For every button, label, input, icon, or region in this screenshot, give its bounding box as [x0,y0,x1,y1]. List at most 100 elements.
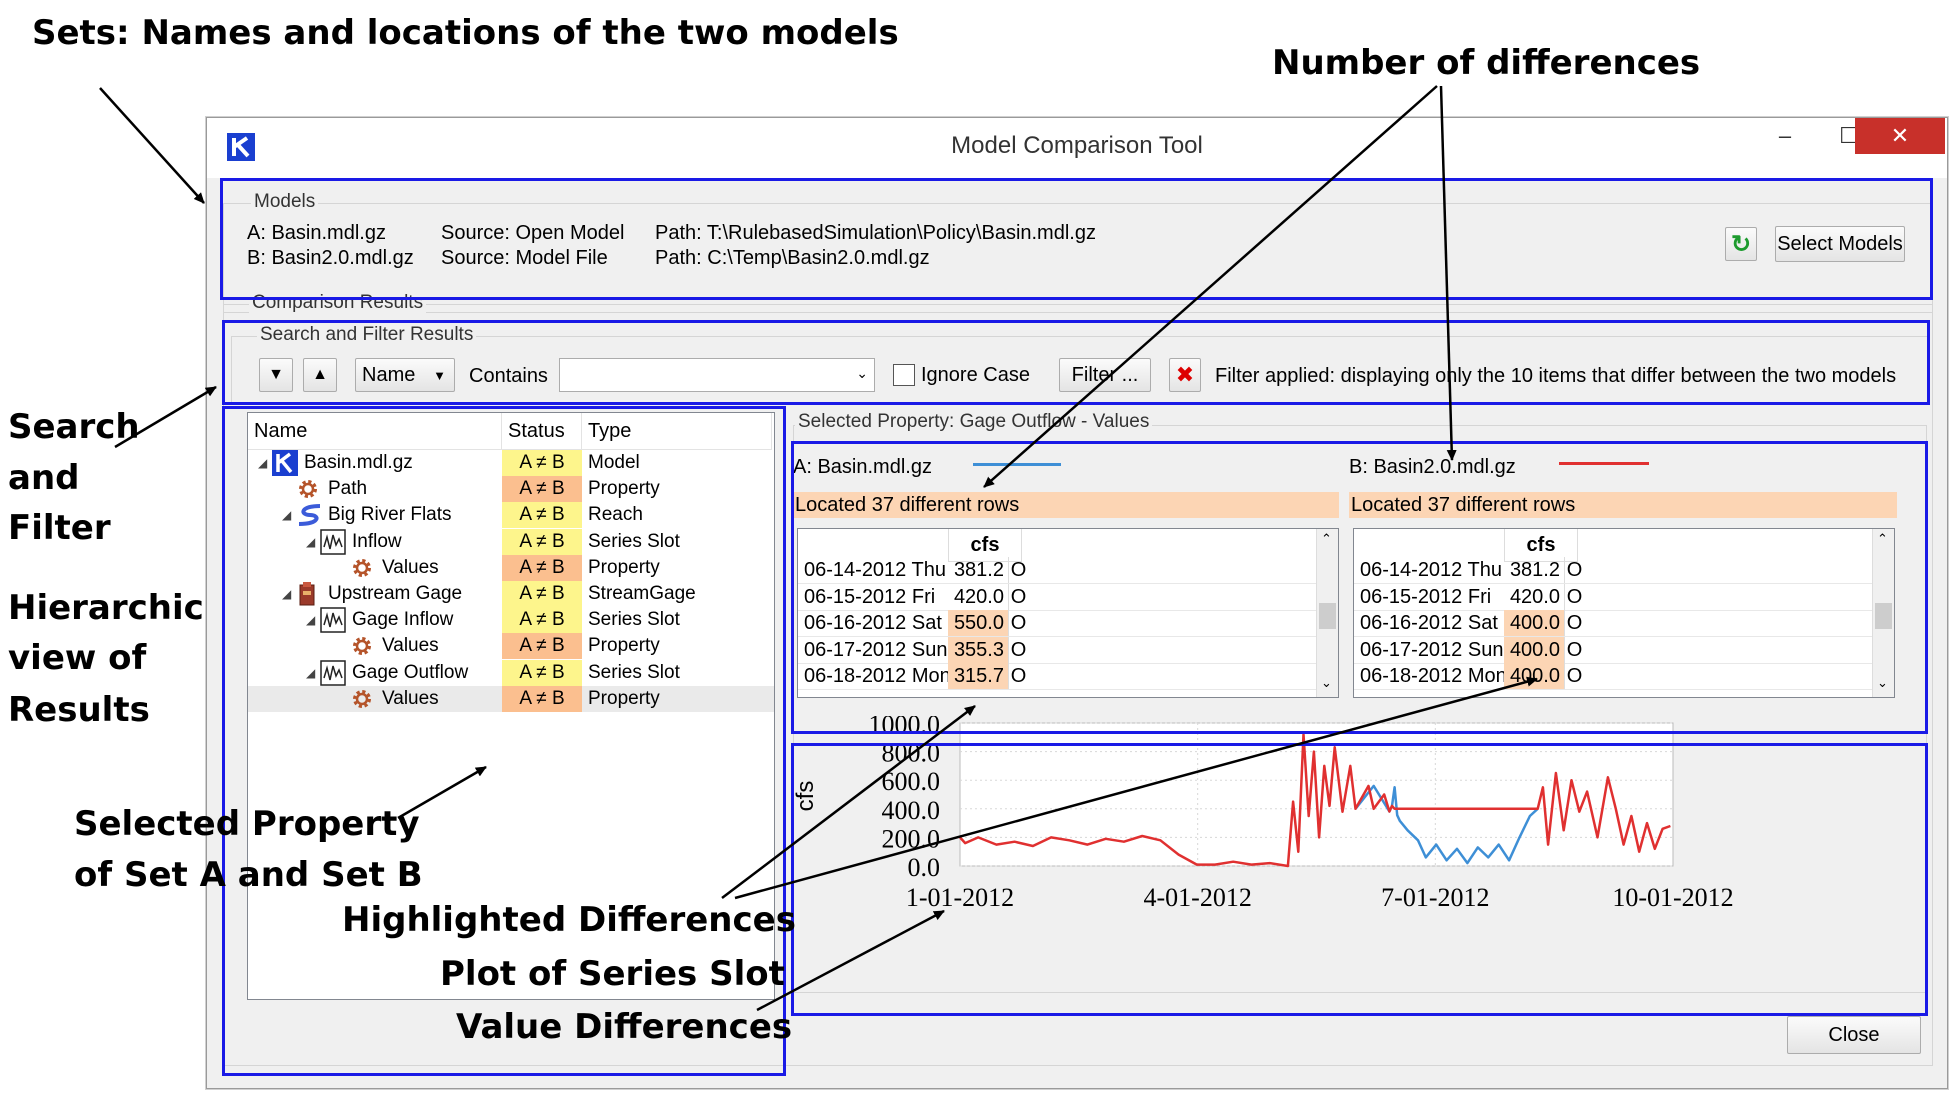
property-gear-icon [350,686,374,712]
search-field-select[interactable]: Name ▼ [355,358,455,392]
scroll-up-icon[interactable]: ⌃ [1877,531,1888,546]
expand-toggle-icon[interactable]: ◢ [306,534,316,549]
table-row-date[interactable]: 06-14-2012 Thu [1360,559,1502,581]
refresh-button[interactable]: ↻ [1725,227,1757,261]
table-row-flag: O [1008,663,1028,690]
table-row-divider [1354,689,1872,690]
tree-row[interactable]: ◢ Inflow A ≠ B Series Slot [248,528,774,555]
model-b-source: Source: Model File [441,247,608,269]
scroll-thumb[interactable] [1319,603,1336,629]
select-models-button[interactable]: Select Models [1775,226,1905,262]
close-button[interactable]: Close [1787,1016,1921,1054]
tree-row-type: Property [588,635,660,657]
set-b-label: B: Basin2.0.mdl.gz [1349,456,1516,478]
table-row-date[interactable]: 06-14-2012 Thu [804,559,946,581]
series-slot-icon [320,659,346,686]
table-row-date[interactable]: 06-17-2012 Sun [804,638,948,661]
tree-row[interactable]: ◢ Gage Outflow A ≠ B Series Slot [248,659,774,686]
table-row-flag: O [1008,636,1028,664]
table-row-value[interactable]: 420.0 [1509,585,1560,608]
table-row-value[interactable]: 400.0 [1504,663,1564,690]
find-previous-button[interactable]: ▲ [303,358,337,392]
set-a-label: A: Basin.mdl.gz [793,456,932,478]
unit-header[interactable]: cfs [1504,529,1578,562]
tree-row[interactable]: Values A ≠ B Property [248,554,774,581]
tree-row[interactable]: ◢ Upstream Gage A ≠ B StreamGage [248,581,774,607]
table-row-date[interactable]: 06-15-2012 Fri [1360,585,1492,608]
search-field-value: Name [362,363,416,386]
table-row-value[interactable]: 381.2 [1509,559,1560,581]
table-row-flag: O [1564,663,1584,690]
model-a-path: Path: T:\RulebasedSimulation\Policy\Basi… [655,222,1096,244]
tree-row-type: Model [588,452,640,473]
tree-row-name: Basin.mdl.gz [304,452,413,473]
ignore-case-checkbox[interactable] [893,364,915,386]
scroll-up-icon[interactable]: ⌃ [1321,531,1332,546]
table-row-flag: O [1008,557,1028,584]
table-row-date[interactable]: 06-17-2012 Sun [1360,638,1504,661]
callout-plot-of-series-slot: Plot of Series Slot [440,954,785,994]
callout-sets: Sets: Names and locations of the two mod… [32,13,899,53]
expand-toggle-icon[interactable]: ◢ [306,665,316,680]
minimize-button[interactable]: – [1778,123,1792,148]
tree-row-status: A ≠ B [502,476,582,503]
results-tree[interactable]: Name Status Type ◢ Basin.mdl.gz A ≠ B Model… [247,412,775,1000]
model-a-source: Source: Open Model [441,222,625,244]
table-row-value[interactable]: 400.0 [1504,610,1564,637]
clear-filter-button[interactable]: ✖ [1169,358,1201,392]
tree-row[interactable]: Values A ≠ B Property [248,685,774,712]
maximize-button[interactable]: ☐ [1839,123,1859,148]
table-row-value[interactable]: 315.7 [948,663,1008,690]
scroll-down-icon[interactable]: ⌄ [1321,675,1332,690]
table-row-date[interactable]: 06-18-2012 Mon [1360,665,1507,687]
scroll-down-icon[interactable]: ⌄ [1877,675,1888,690]
unit-header[interactable]: cfs [948,529,1022,562]
tree-header-type[interactable]: Type [582,413,772,450]
tree-header-name[interactable]: Name [248,413,502,450]
search-input[interactable]: ⌄ [559,358,875,392]
series-slot-icon [320,607,346,633]
tree-row-status: A ≠ B [502,659,582,686]
set-a-values-table[interactable]: cfs ⌃ ⌄ 06-14-2012 Thu 381.2 O 06-15-2012 F… [797,528,1339,698]
y-tick-label: 800.0 [882,739,941,768]
table-row-value[interactable]: 550.0 [948,610,1008,637]
tree-row-status: A ≠ B [502,554,582,581]
close-window-button[interactable]: ✕ [1855,118,1945,154]
filter-button[interactable]: Filter ... [1059,358,1151,392]
table-row-flag: O [1564,636,1584,664]
table-row-value[interactable]: 355.3 [948,636,1008,664]
table-row-date[interactable]: 06-15-2012 Fri [804,585,936,608]
tree-row[interactable]: ◢ Big River Flats A ≠ B Reach [248,502,774,529]
series-slot-icon [320,528,346,555]
chevron-down-icon[interactable]: ⌄ [856,365,868,381]
tree-row-type: StreamGage [588,583,696,604]
tree-row-status: A ≠ B [502,685,582,712]
find-next-button[interactable]: ▼ [259,358,293,392]
tree-row[interactable]: ◢ Basin.mdl.gz A ≠ B Model [248,450,774,476]
table-scrollbar[interactable]: ⌃ ⌄ [1316,529,1338,697]
set-b-values-table[interactable]: cfs ⌃ ⌄ 06-14-2012 Thu 381.2 O 06-15-2012 F… [1353,528,1895,698]
table-row-value[interactable]: 381.2 [953,559,1004,581]
expand-toggle-icon[interactable]: ◢ [258,456,268,470]
table-row-value[interactable]: 420.0 [953,585,1004,608]
arrow-up-icon: ▲ [312,366,328,383]
tree-row[interactable]: Path A ≠ B Property [248,476,774,503]
tree-row[interactable]: ◢ Gage Inflow A ≠ B Series Slot [248,607,774,634]
expand-toggle-icon[interactable]: ◢ [282,587,292,601]
tree-row-type: Property [588,478,660,500]
y-tick-label: 400.0 [882,796,941,825]
table-row-date[interactable]: 06-16-2012 Sat [804,612,942,634]
scroll-thumb[interactable] [1875,603,1892,629]
reach-icon [296,502,324,528]
table-row-date[interactable]: 06-16-2012 Sat [1360,612,1498,634]
table-row-date[interactable]: 06-18-2012 Mon [804,665,951,687]
table-row-value[interactable]: 400.0 [1504,636,1564,664]
tree-header-status[interactable]: Status [502,413,582,450]
table-scrollbar[interactable]: ⌃ ⌄ [1872,529,1894,697]
tree-row[interactable]: Values A ≠ B Property [248,633,774,660]
expand-toggle-icon[interactable]: ◢ [282,508,292,523]
expand-toggle-icon[interactable]: ◢ [306,613,316,628]
y-tick-label: 200.0 [882,824,941,853]
property-gear-icon [350,633,374,659]
